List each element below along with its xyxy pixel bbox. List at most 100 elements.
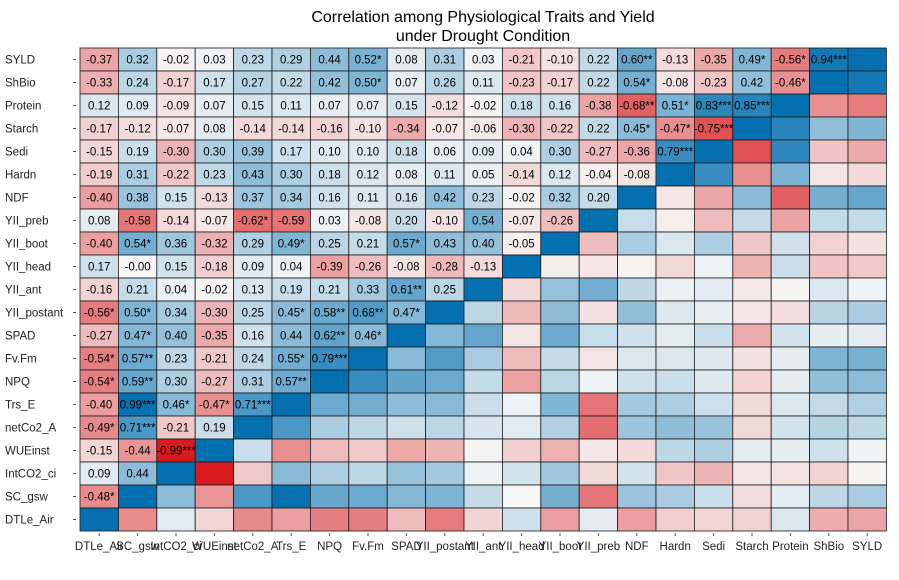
heatmap-cell-IntCO2_ci-YII_boot <box>540 461 580 486</box>
cell-label-netCo2_A-DTLe_Air: -0.49* <box>84 423 115 435</box>
cell-label-NDF-YII_postant: 0.42 <box>434 193 456 205</box>
heatmap-cell-YII_ant-YII_ant <box>463 277 503 302</box>
heatmap-cell-Trs_E-YII_postant <box>425 392 465 417</box>
cell-label-NDF-SPAD: 0.16 <box>395 193 417 205</box>
cell-label-NDF-WUEinst: -0.13 <box>201 193 227 205</box>
cell-label-Hardn-NDF: -0.08 <box>624 170 650 182</box>
heatmap-cell-YII_preb-Protein <box>770 208 811 233</box>
heatmap-cell-YII_preb-ShBio <box>809 208 849 233</box>
cell-label-YII_preb-NPQ: 0.03 <box>318 216 340 228</box>
cell-label-ShBio-netCo2_A: 0.27 <box>242 78 264 90</box>
cell-label-YII_ant-WUEinst: -0.02 <box>201 285 227 297</box>
heatmap-cell-Fv.Fm-Sedi <box>694 346 734 371</box>
cell-label-NDF-NPQ: 0.16 <box>318 193 340 205</box>
heatmap-cell-SC_gsw-YII_preb <box>578 484 619 509</box>
heatmap-cell-WUEinst-Fv.Fm <box>348 438 388 463</box>
x-tick-label: netCo2_A <box>227 541 278 553</box>
cell-label-NPQ-netCo2_A: 0.31 <box>242 377 264 389</box>
heatmap-cell-YII_preb-Hardn <box>655 208 695 233</box>
heatmap-cell-WUEinst-YII_boot <box>540 438 580 463</box>
cell-label-Hardn-SC_gsw: 0.31 <box>126 170 148 182</box>
cell-label-YII_head-NPQ: -0.39 <box>316 262 342 274</box>
cell-label-Trs_E-WUEinst: -0.47* <box>199 400 230 412</box>
heatmap-cell-Starch-ShBio <box>809 116 849 141</box>
heatmap-cell-IntCO2_ci-NDF <box>617 461 657 486</box>
cell-label-WUEinst-IntCO2_ci: -0.99*** <box>156 446 196 458</box>
heatmap-cell-Fv.Fm-NDF <box>617 346 657 371</box>
cell-label-YII_boot-SC_gsw: 0.54* <box>124 239 151 251</box>
cell-label-Hardn-NPQ: 0.18 <box>318 170 340 182</box>
cell-label-Hardn-netCo2_A: 0.43 <box>242 170 264 182</box>
y-tick-label: YII_ant <box>5 285 42 297</box>
heatmap-cell-Trs_E-YII_ant <box>463 392 503 417</box>
heatmap-cell-YII_boot-NDF <box>617 231 657 256</box>
cell-label-netCo2_A-WUEinst: 0.19 <box>203 423 225 435</box>
cell-label-ShBio-WUEinst: 0.17 <box>203 78 225 90</box>
heatmap-cell-Protein-ShBio <box>809 93 849 118</box>
heatmap-cell-NPQ-YII_head <box>501 369 542 394</box>
cell-label-YII_preb-WUEinst: -0.07 <box>201 216 227 228</box>
cell-label-NDF-DTLe_Air: -0.40 <box>86 193 112 205</box>
cell-label-YII_postant-DTLe_Air: -0.56* <box>84 308 115 320</box>
cell-label-ShBio-NDF: 0.54* <box>623 78 650 90</box>
heatmap-cell-netCo2_A-YII_boot <box>540 415 580 440</box>
heatmap-cell-DTLe_Air-NDF <box>617 507 657 532</box>
heatmap-cell-SC_gsw-WUEinst <box>194 484 234 509</box>
heatmap-cell-WUEinst-Sedi <box>694 438 734 463</box>
heatmap-cell-SC_gsw-YII_boot <box>540 484 580 509</box>
heatmap-cell-YII_boot-YII_preb <box>578 231 619 256</box>
heatmap-cell-Hardn-Sedi <box>694 162 734 187</box>
heatmap-cell-YII_postant-YII_ant <box>463 300 503 325</box>
cell-label-YII_head-YII_ant: -0.13 <box>470 262 496 274</box>
cell-label-Sedi-Hardn: 0.79*** <box>657 147 693 159</box>
heatmap-cell-Starch-Protein <box>770 116 811 141</box>
y-tick-label: YII_head <box>5 262 51 274</box>
heatmap-cell-Hardn-Protein <box>770 162 811 187</box>
cell-label-YII_ant-netCo2_A: 0.13 <box>242 285 264 297</box>
heatmap-cell-SYLD-SYLD <box>847 47 887 72</box>
cell-label-SYLD-NDF: 0.60** <box>621 55 653 67</box>
cell-label-Sedi-NDF: -0.36 <box>624 147 650 159</box>
heatmap-cell-SC_gsw-Fv.Fm <box>348 484 388 509</box>
cell-label-Hardn-YII_ant: 0.05 <box>472 170 494 182</box>
heatmap-cell-Trs_E-Hardn <box>655 392 695 417</box>
cell-label-SYLD-IntCO2_ci: -0.02 <box>163 55 189 67</box>
cell-label-SYLD-SC_gsw: 0.32 <box>126 55 148 67</box>
cell-label-YII_ant-Fv.Fm: 0.33 <box>357 285 379 297</box>
heatmap-cell-NPQ-Starch <box>732 369 772 394</box>
heatmap-cell-NPQ-NDF <box>617 369 657 394</box>
cell-label-Sedi-netCo2_A: 0.39 <box>242 147 264 159</box>
heatmap-cell-Fv.Fm-ShBio <box>809 346 849 371</box>
heatmap-cell-Hardn-SYLD <box>847 162 887 187</box>
heatmap-cell-IntCO2_ci-ShBio <box>809 461 849 486</box>
heatmap-cell-DTLe_Air-DTLe_Air <box>79 507 119 532</box>
cell-label-YII_preb-Trs_E: -0.59 <box>278 216 304 228</box>
heatmap-cell-NDF-NDF <box>617 185 657 210</box>
cell-label-Hardn-YII_preb: -0.04 <box>585 170 612 182</box>
cell-label-Fv.Fm-NPQ: 0.79*** <box>312 354 348 366</box>
heatmap-cell-DTLe_Air-Protein <box>770 507 811 532</box>
x-tick-label: SYLD <box>852 541 882 553</box>
heatmap-cell-NDF-Protein <box>770 185 811 210</box>
heatmap-cell-Protein-Protein <box>770 93 811 118</box>
cell-label-ShBio-NPQ: 0.42 <box>318 78 340 90</box>
chart-title-line-2: under Drought Condition <box>396 28 570 45</box>
cell-label-Hardn-SPAD: 0.08 <box>395 170 417 182</box>
cell-label-YII_preb-IntCO2_ci: -0.14 <box>163 216 190 228</box>
heatmap-cell-IntCO2_ci-YII_head <box>501 461 542 486</box>
heatmap-cell-YII_postant-YII_head <box>501 300 542 325</box>
cell-label-YII_head-Trs_E: 0.04 <box>280 262 303 274</box>
cell-label-Starch-SPAD: -0.34 <box>393 124 420 136</box>
cell-label-YII_head-IntCO2_ci: 0.15 <box>165 262 187 274</box>
heatmap-cell-netCo2_A-Trs_E <box>271 415 311 440</box>
cell-label-SYLD-NPQ: 0.44 <box>318 55 341 67</box>
heatmap-cell-Fv.Fm-YII_postant <box>425 346 465 371</box>
cell-label-ShBio-YII_head: -0.23 <box>508 78 534 90</box>
cell-label-Sedi-SC_gsw: 0.19 <box>126 147 148 159</box>
heatmap-cell-SC_gsw-NDF <box>617 484 657 509</box>
heatmap-cell-NPQ-ShBio <box>809 369 849 394</box>
y-tick-label: YII_postant <box>5 308 64 320</box>
cell-label-YII_boot-netCo2_A: 0.29 <box>242 239 264 251</box>
cell-label-YII_head-SPAD: -0.08 <box>393 262 419 274</box>
heatmap-cell-YII_postant-SYLD <box>847 300 887 325</box>
